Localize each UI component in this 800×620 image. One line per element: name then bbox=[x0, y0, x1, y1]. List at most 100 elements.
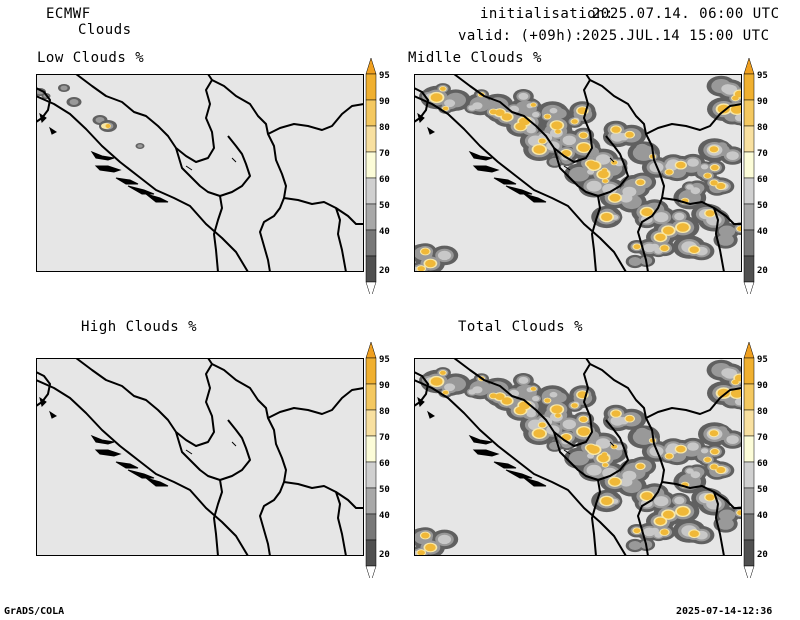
island-outline bbox=[468, 150, 493, 161]
colorbar-level-label: 50 bbox=[379, 485, 390, 495]
cloud-cell bbox=[598, 170, 609, 179]
cloud-cell bbox=[732, 379, 739, 385]
border-line bbox=[283, 197, 364, 225]
island-outline bbox=[505, 185, 533, 195]
cloud-cell bbox=[723, 84, 738, 95]
cloud-cell bbox=[732, 95, 739, 101]
colorbar-level-label: 20 bbox=[379, 266, 390, 276]
islands-layer bbox=[39, 396, 169, 487]
cloud-cell bbox=[579, 132, 588, 139]
cloud-cell bbox=[532, 395, 540, 402]
border-line bbox=[591, 479, 601, 556]
border-line bbox=[645, 103, 742, 135]
border-line bbox=[213, 195, 223, 272]
cloud-cell bbox=[538, 422, 546, 428]
cloud-cell bbox=[686, 184, 694, 190]
cloud-cell bbox=[562, 419, 576, 430]
cloud-cell bbox=[633, 528, 641, 534]
border-line bbox=[36, 379, 249, 556]
cloud-cell bbox=[551, 121, 563, 130]
cloud-cell bbox=[665, 445, 678, 455]
islands-layer bbox=[417, 112, 547, 203]
panel-title-total: Total Clouds % bbox=[458, 319, 584, 335]
total-clouds-panel: 95 90 80 70 60 50 40 20 bbox=[414, 342, 800, 578]
island-outline bbox=[49, 410, 57, 419]
cloud-cell bbox=[611, 410, 621, 417]
cloud-cell bbox=[628, 541, 642, 550]
river-line bbox=[231, 441, 237, 447]
border-line bbox=[453, 74, 593, 163]
border-line bbox=[414, 95, 627, 272]
cloud-cell bbox=[105, 124, 111, 128]
cloud-cell bbox=[676, 445, 686, 453]
border-line bbox=[267, 387, 364, 419]
colorbar-level-label: 90 bbox=[379, 97, 390, 107]
map-frame bbox=[414, 358, 742, 556]
cloud-cell bbox=[665, 169, 673, 175]
colorbar-segment bbox=[743, 513, 755, 541]
middle-clouds-panel: 95 90 80 70 60 50 40 20 bbox=[414, 58, 800, 294]
cloud-cell bbox=[609, 477, 621, 486]
colorbar-segment bbox=[365, 461, 377, 489]
border-line bbox=[661, 481, 742, 509]
border-line bbox=[213, 479, 223, 556]
border-line bbox=[589, 363, 665, 556]
colorbar-level-label: 60 bbox=[379, 459, 390, 469]
cloud-cell bbox=[468, 105, 476, 111]
footer-left: GrADS/COLA bbox=[4, 606, 65, 617]
colorbar-segment bbox=[743, 177, 755, 205]
cloud-cell bbox=[549, 107, 558, 114]
colorbar-level-label: 80 bbox=[379, 123, 390, 133]
cloud-cell bbox=[569, 450, 590, 466]
colorbar-level-label: 70 bbox=[379, 433, 390, 443]
cloud-cell bbox=[532, 111, 540, 118]
borders-layer bbox=[414, 74, 742, 272]
cloud-cell bbox=[734, 374, 742, 382]
colorbar-top-arrow bbox=[743, 342, 755, 359]
colorbar-segment bbox=[743, 383, 755, 411]
colorbar-level-label: 40 bbox=[379, 511, 390, 521]
island-outline bbox=[472, 165, 500, 173]
cloud-cell bbox=[734, 90, 742, 98]
cloud-cell bbox=[687, 158, 699, 167]
colorbar-segment bbox=[365, 383, 377, 411]
colorbar-segment bbox=[365, 203, 377, 231]
map-frame bbox=[36, 74, 364, 272]
colorbar-level-label: 80 bbox=[379, 407, 390, 417]
cloud-cell bbox=[602, 183, 617, 195]
colorbar-level-label: 20 bbox=[379, 550, 390, 560]
cloud-cell bbox=[737, 510, 742, 515]
colorbar-segment bbox=[743, 409, 755, 437]
border-line bbox=[211, 363, 287, 556]
colorbar-level-label: 90 bbox=[757, 381, 768, 391]
cloud-cell bbox=[665, 161, 678, 171]
border-line bbox=[267, 103, 364, 135]
border-line bbox=[335, 207, 347, 272]
cloud-cell bbox=[636, 463, 645, 470]
border-line bbox=[589, 79, 665, 272]
map-frame bbox=[36, 358, 364, 556]
colorbar-segment bbox=[365, 99, 377, 127]
cloud-cell bbox=[625, 131, 634, 138]
cloud-cell bbox=[611, 160, 618, 165]
total-clouds-colorbar: 95 90 80 70 60 50 40 20 bbox=[743, 342, 768, 578]
cloud-cell bbox=[676, 223, 689, 232]
cloud-cell bbox=[690, 471, 701, 479]
cloud-cell bbox=[625, 415, 634, 422]
cloud-cell bbox=[704, 457, 711, 463]
colorbar-segment bbox=[365, 177, 377, 205]
cloud-cell bbox=[676, 507, 689, 516]
border-line bbox=[175, 419, 251, 481]
colorbar-level-label: 90 bbox=[379, 381, 390, 391]
river-line bbox=[563, 165, 571, 171]
island-outline bbox=[127, 469, 155, 479]
cloud-cell bbox=[586, 180, 602, 192]
colorbar-level-label: 50 bbox=[757, 201, 768, 211]
cloud-cell bbox=[622, 470, 637, 481]
river-line bbox=[231, 157, 237, 163]
cloud-cell bbox=[726, 151, 739, 160]
cloud-cell bbox=[674, 496, 685, 505]
cloud-cell bbox=[710, 180, 718, 186]
cloud-cell bbox=[641, 492, 653, 501]
cloud-cell bbox=[717, 388, 730, 398]
